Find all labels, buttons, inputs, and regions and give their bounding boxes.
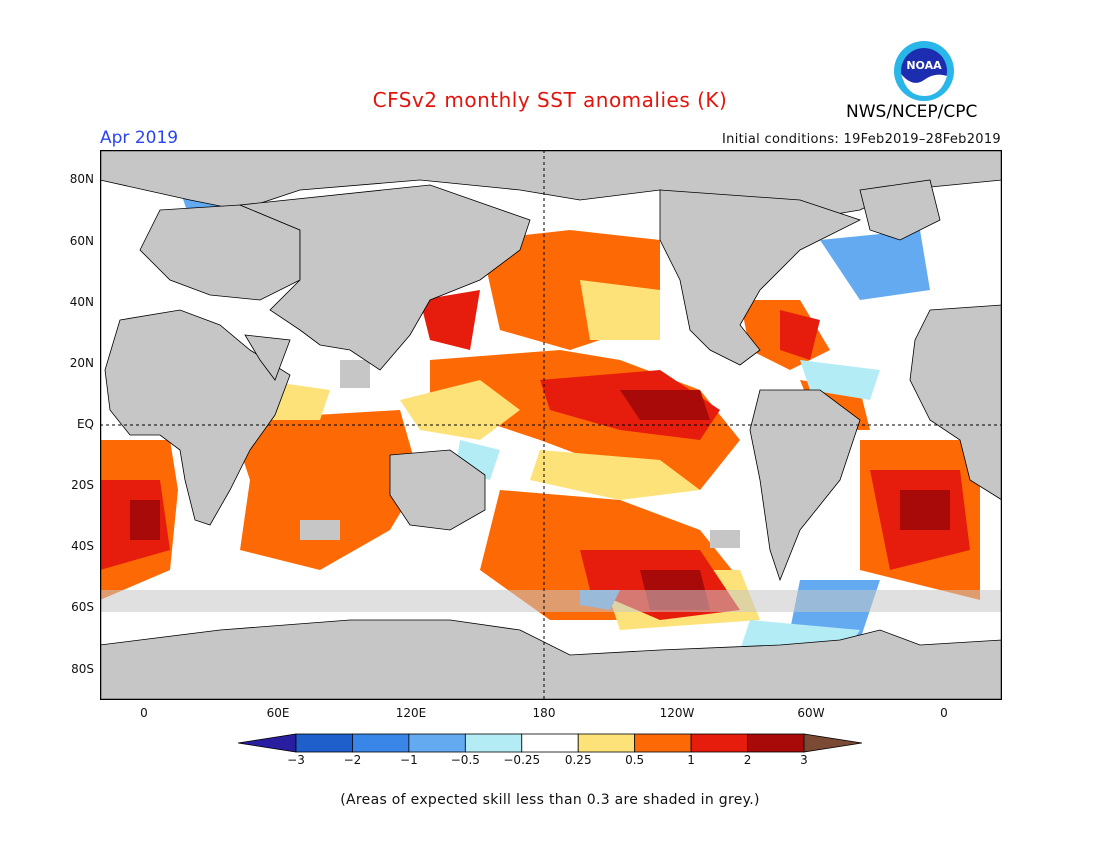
colorbar-label: −0.5	[450, 753, 480, 767]
low-skill-mask	[100, 360, 1002, 612]
colorbar-label: −3	[287, 753, 305, 767]
greenland	[859, 179, 941, 241]
antarctica	[100, 619, 1002, 700]
colorbar-label: 0.5	[625, 753, 645, 767]
logo-text: NOAA	[906, 59, 942, 72]
map-title: CFSv2 monthly SST anomalies (K)	[372, 88, 728, 112]
colorbar-segment	[690, 733, 748, 753]
colorbar-segment	[634, 733, 692, 753]
lat-label: 40S	[71, 539, 94, 553]
colorbar-segment	[295, 733, 353, 753]
india	[244, 334, 291, 381]
colorbar-segment	[747, 733, 805, 753]
sst-anomaly-map	[100, 150, 1002, 700]
africa-east-wrap	[909, 304, 1002, 501]
colorbar	[238, 733, 862, 753]
lon-label: 120W	[659, 706, 695, 720]
lon-label: 0	[140, 706, 148, 720]
colorbar-min-arrow	[238, 733, 297, 753]
colorbar-label: −0.25	[503, 753, 541, 767]
australia	[389, 449, 486, 531]
organization-label: NWS/NCEP/CPC	[846, 102, 978, 122]
colorbar-segment	[521, 733, 579, 753]
lat-label: 20N	[69, 356, 94, 370]
colorbar-label: −1	[400, 753, 418, 767]
colorbar-segment	[577, 733, 636, 753]
colorbar-segment	[464, 733, 523, 753]
lon-label: 0	[940, 706, 948, 720]
lat-label: 60S	[71, 600, 94, 614]
lat-label: 20S	[71, 478, 94, 492]
lon-label: 180	[532, 706, 556, 720]
lat-label: 60N	[69, 234, 94, 248]
south-america	[749, 389, 861, 582]
lat-label: 80N	[69, 172, 94, 186]
land-masses	[100, 150, 1002, 700]
colorbar-label: −2	[343, 753, 362, 767]
colorbar-segment	[408, 733, 466, 753]
colorbar-segment	[352, 733, 410, 753]
north-america	[659, 189, 862, 366]
colorbar-label: 0.25	[564, 753, 592, 767]
lat-label: 80S	[71, 662, 94, 676]
lon-label: 60E	[266, 706, 290, 720]
lat-label: EQ	[76, 417, 94, 431]
lon-label: 60W	[797, 706, 825, 720]
lat-label: 40N	[69, 295, 94, 309]
forecast-month: Apr 2019	[100, 128, 179, 148]
colorbar-label: 2	[743, 753, 752, 767]
asia	[239, 184, 531, 371]
colorbar-label: 1	[687, 753, 695, 767]
africa	[104, 309, 291, 526]
colorbar-label: 3	[800, 753, 808, 767]
colorbar-max-arrow	[803, 733, 862, 753]
noaa-logo-icon: NOAA	[894, 41, 954, 101]
initial-conditions: Initial conditions: 19Feb2019–28Feb2019	[722, 132, 1001, 147]
lon-label: 120E	[395, 706, 427, 720]
skill-footnote: (Areas of expected skill less than 0.3 a…	[340, 792, 760, 808]
